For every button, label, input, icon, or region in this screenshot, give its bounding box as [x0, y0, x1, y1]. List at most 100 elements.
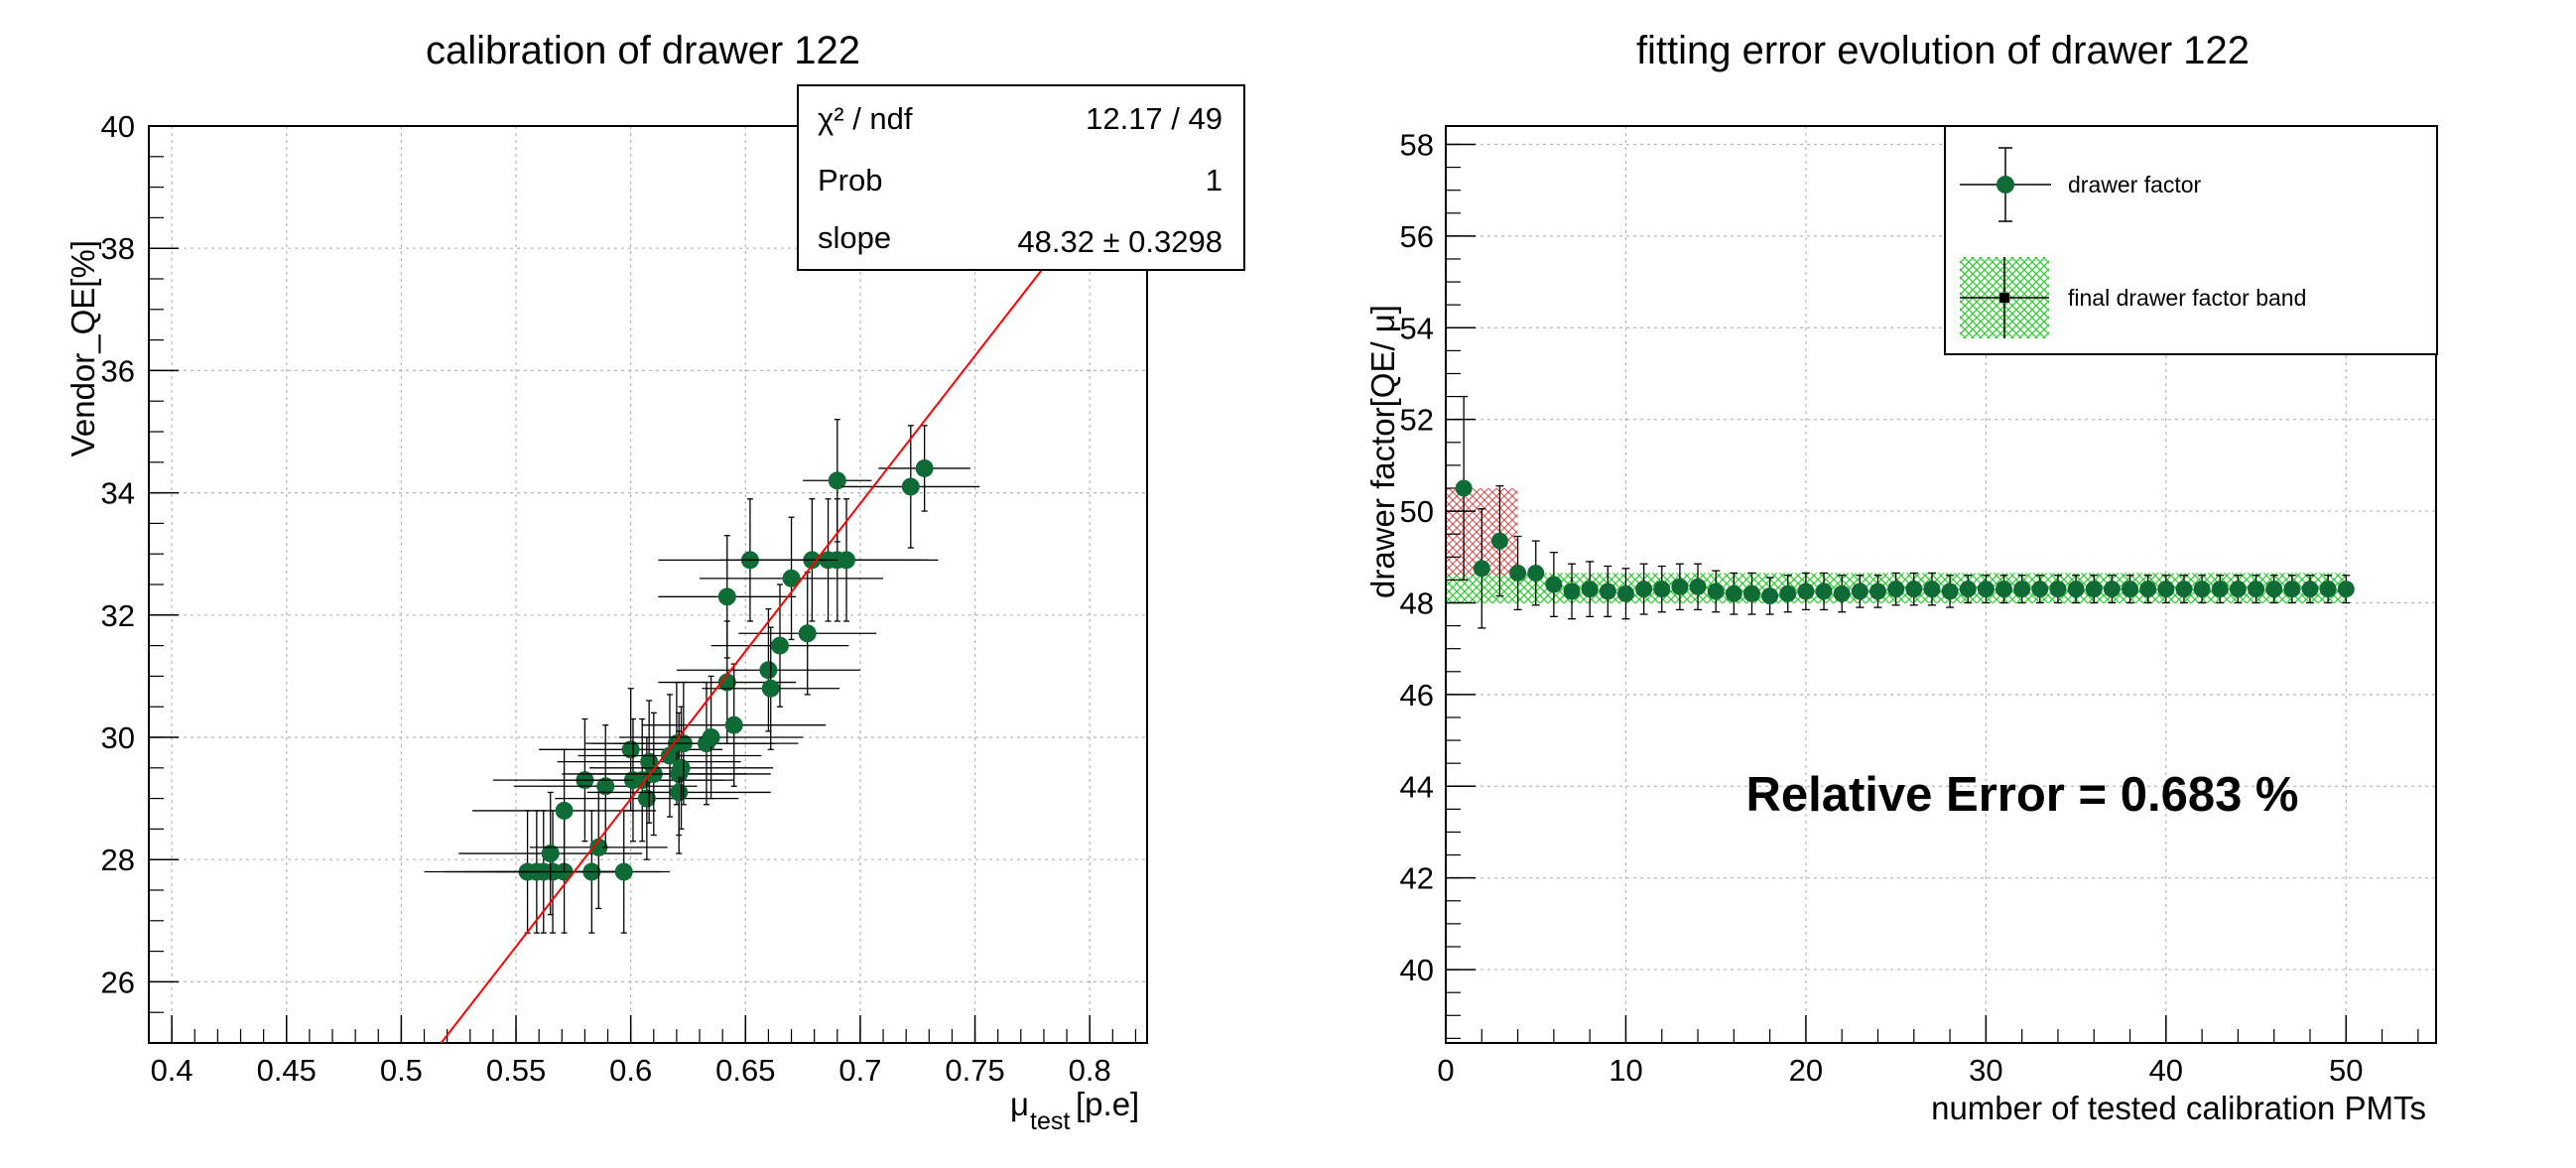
data-point	[529, 785, 668, 910]
drawer-factor-point	[1653, 565, 1671, 613]
calibration-panel: calibration of drawer 122 0.4 0.45 0.5 0.55…	[64, 29, 1245, 1135]
x-tick-label: 50	[2329, 1053, 2363, 1088]
data-point	[458, 791, 643, 916]
y-tick-label: 30	[101, 720, 135, 755]
data-point	[539, 688, 723, 812]
x-tick-label: 30	[1969, 1053, 2002, 1088]
stats-slope-label: slope	[818, 220, 891, 255]
left-chart-title: calibration of drawer 122	[426, 29, 860, 72]
y-tick-label: 42	[1400, 861, 1434, 896]
drawer-factor-point	[2319, 575, 2337, 604]
data-point	[710, 584, 849, 708]
y-tick-label: 38	[101, 231, 135, 266]
data-point	[472, 748, 657, 873]
drawer-factor-point	[1779, 575, 1797, 613]
left-data-points	[424, 419, 980, 934]
legend-marker-final-band	[1960, 257, 2049, 338]
drawer-factor-point	[2122, 575, 2139, 604]
left-grid	[149, 125, 1147, 1043]
drawer-factor-point	[1671, 563, 1689, 611]
y-tick-label: 32	[101, 598, 135, 633]
x-tick-label: 0.55	[486, 1053, 546, 1088]
drawer-factor-point	[2049, 575, 2067, 604]
drawer-factor-point	[1941, 575, 1959, 608]
y-tick-label: 52	[1400, 403, 1434, 438]
drawer-factor-point	[2157, 575, 2175, 604]
legend-marker-drawer-factor	[1960, 147, 2051, 222]
y-tick-label: 48	[1400, 585, 1434, 620]
drawer-factor-point	[2175, 575, 2193, 604]
right-chart-title: fitting error evolution of drawer 122	[1636, 29, 2250, 72]
drawer-factor-point	[1616, 568, 1634, 620]
stats-slope-value: 48.32 ± 0.3298	[1017, 224, 1223, 259]
y-tick-label: 50	[1400, 494, 1434, 529]
x-label-subscript: test	[1030, 1107, 1070, 1135]
data-point	[642, 663, 827, 787]
drawer-factor-point	[1689, 563, 1707, 611]
y-tick-label: 54	[1400, 311, 1434, 345]
y-tick-label: 36	[101, 353, 135, 388]
drawer-factor-point	[1563, 563, 1581, 620]
right-data-points	[1455, 395, 2355, 629]
left-y-axis-label: Vendor_QE[%]	[64, 240, 101, 456]
x-label-unit: [p.e]	[1076, 1086, 1139, 1122]
y-tick-label: 44	[1400, 769, 1434, 804]
x-label-mu: μ	[1010, 1086, 1029, 1122]
stats-prob-value: 1	[1206, 163, 1223, 197]
y-tick-label: 46	[1400, 678, 1434, 713]
drawer-factor-point	[1851, 575, 1868, 608]
drawer-factor-point	[2139, 575, 2157, 604]
fit-line	[440, 132, 1147, 1043]
legend-label-final-band: final drawer factor band	[2068, 285, 2306, 311]
error-evolution-panel: fitting error evolution of drawer 122 0 1…	[1364, 29, 2438, 1126]
drawer-factor-point	[1473, 508, 1490, 629]
y-tick-label: 40	[1400, 953, 1434, 987]
drawer-factor-point	[1581, 561, 1599, 617]
drawer-factor-point	[2013, 575, 2031, 604]
x-tick-label: 0.65	[715, 1053, 775, 1088]
relative-error-annotation: Relative Error = 0.683 %	[1745, 768, 2298, 822]
drawer-factor-point	[1815, 572, 1833, 611]
drawer-factor-point	[1905, 572, 1923, 606]
drawer-factor-point	[2283, 575, 2301, 604]
drawer-factor-point	[2337, 575, 2355, 604]
y-tick-label: 56	[1400, 219, 1434, 254]
drawer-factor-point	[2193, 575, 2211, 604]
data-point	[658, 535, 797, 659]
drawer-factor-point	[1725, 572, 1742, 615]
data-point	[803, 419, 872, 543]
data-point	[754, 498, 939, 622]
drawer-factor-point	[1455, 395, 1473, 582]
x-tick-label: 0.6	[609, 1053, 652, 1088]
left-axis-ticks: 0.4 0.45 0.5 0.55 0.6 0.65 0.7 0.75 0.8 26 28 30 32 3…	[101, 109, 1137, 1088]
drawer-factor-point	[1797, 572, 1815, 611]
fit-stats-box: χ² / ndf 12.17 / 49 Prob 1 slope 48.32 ±…	[797, 84, 1245, 271]
data-point	[738, 572, 877, 696]
drawer-factor-point	[1761, 577, 1779, 615]
right-y-axis-label: drawer factor[QE/ μ]	[1364, 305, 1401, 598]
x-tick-label: 0.8	[1069, 1053, 1111, 1088]
drawer-factor-point	[1599, 565, 1616, 617]
drawer-factor-point	[1509, 535, 1527, 611]
data-point	[841, 425, 980, 549]
drawer-factor-point	[1923, 572, 1941, 606]
legend-label-drawer-factor: drawer factor	[2068, 172, 2202, 197]
right-axis-ticks: 0 10 20 30 40 50 40 42 44 46 48 50 52 54 56 58	[1400, 127, 2419, 1088]
drawer-factor-point	[1959, 575, 1977, 604]
right-legend: drawer factor final drawer factor band	[1944, 125, 2438, 355]
x-tick-label: 20	[1789, 1053, 1823, 1088]
drawer-factor-point	[1527, 540, 1545, 606]
drawer-factor-point	[2103, 575, 2121, 604]
x-tick-label: 0.75	[945, 1053, 1004, 1088]
data-point	[513, 724, 698, 848]
x-tick-label: 0.7	[838, 1053, 881, 1088]
drawer-factor-point	[1977, 575, 1995, 604]
y-tick-label: 34	[101, 476, 135, 511]
x-tick-label: 0.45	[257, 1053, 317, 1088]
drawer-factor-point	[1868, 575, 1886, 608]
stats-box-frame	[797, 84, 1245, 271]
drawer-factor-point	[1707, 570, 1725, 613]
drawer-factor-point	[1490, 485, 1508, 597]
drawer-factor-point	[2211, 575, 2229, 604]
x-tick-label: 10	[1609, 1053, 1642, 1088]
